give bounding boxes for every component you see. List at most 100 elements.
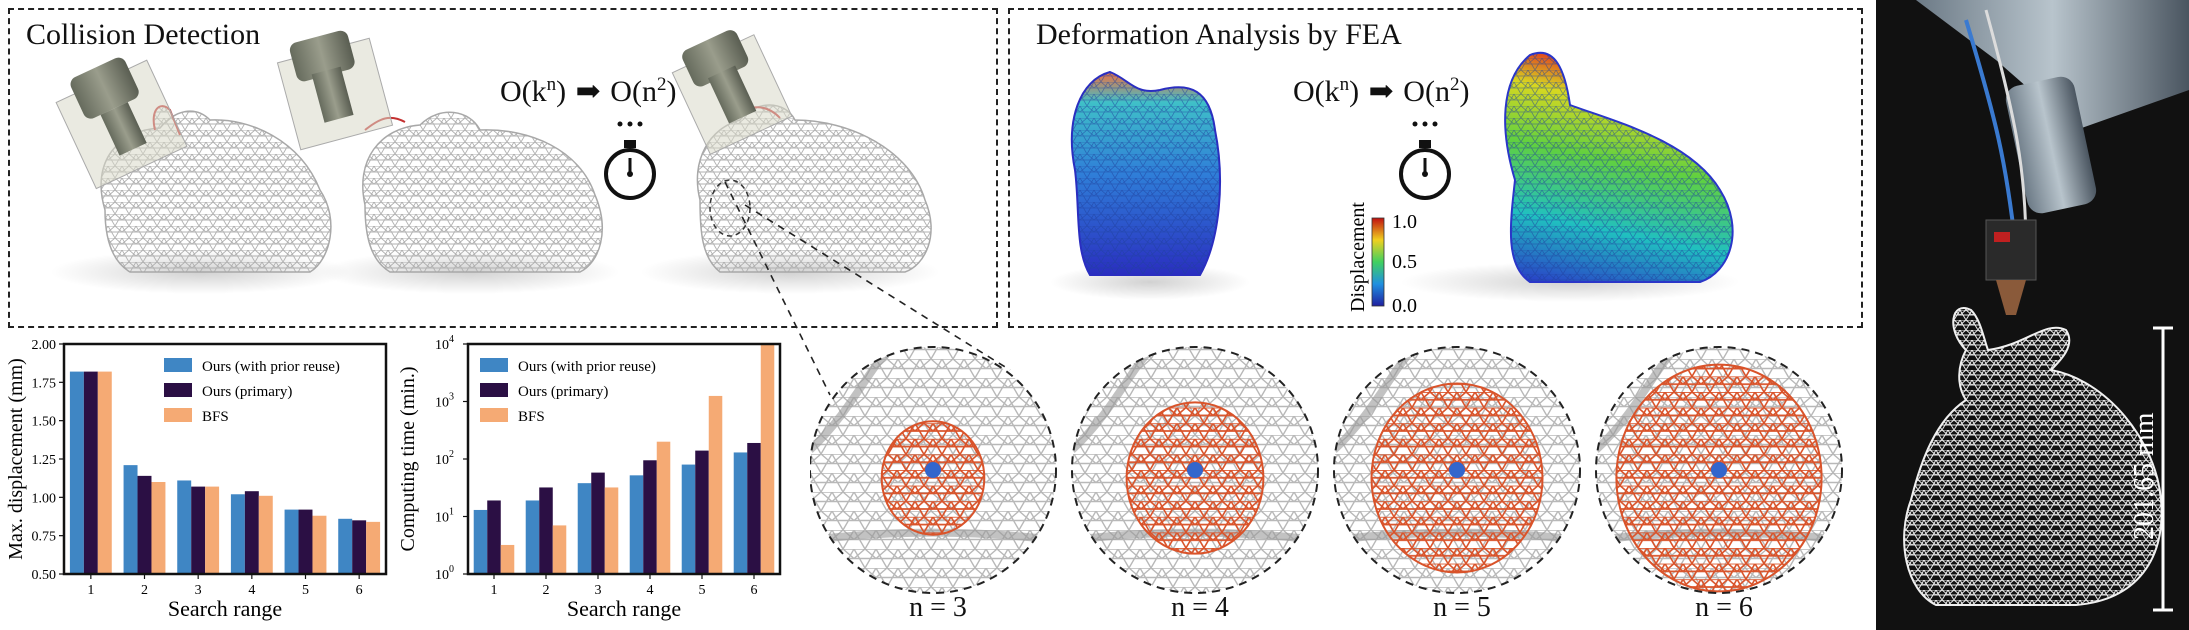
- bar-0-2-0: [97, 371, 112, 574]
- bar-1-2-4: [708, 395, 723, 574]
- legend-label-1-0: Ours (with prior reuse): [518, 359, 656, 375]
- ytick-label: 2.00: [32, 338, 57, 353]
- bar-1-1-4: [695, 450, 709, 574]
- bunny-mesh-2: [276, 30, 620, 294]
- collision-bunnies: [50, 30, 940, 294]
- zoom-circle-0: [810, 346, 1057, 594]
- zoom-border-0: [810, 346, 1057, 594]
- bar-0-1-3: [244, 491, 259, 574]
- bar-1-1-0: [487, 500, 501, 574]
- collision-detection-title: Collision Detection: [26, 18, 261, 51]
- xtick-label-0-2: 3: [195, 583, 202, 598]
- fea-panel: Deformation Analysis by FEA: [1008, 8, 1863, 328]
- ytick-label: 103: [435, 392, 454, 411]
- ytick-label: 104: [435, 334, 454, 353]
- xtick-label-0-3: 4: [248, 583, 255, 598]
- legend-swatch-1-0: [480, 358, 508, 372]
- xtick-label-1-0: 1: [491, 583, 498, 598]
- displacement-chart: 0.50 0.75 1.00 1.25 1.50 1.75 2.00 1 2 3 4 5 6 Search…: [5, 338, 388, 621]
- bar-1-0-1: [525, 500, 540, 574]
- bar-0-2-3: [258, 495, 273, 574]
- bar-1-1-3: [643, 460, 657, 574]
- legend-swatch-1-1: [480, 383, 508, 397]
- bar-0-0-4: [284, 509, 299, 574]
- fea-partial-bunny: [1050, 70, 1250, 300]
- arrow-right-icon: ➡: [575, 75, 601, 108]
- plot-frame: [62, 342, 388, 576]
- zoom-circle-3: [1595, 346, 1843, 594]
- legend-swatch-1-2: [480, 408, 508, 422]
- fea-complexity: O(kn) ➡ O(n2): [1293, 74, 1470, 108]
- ytick-label: 1.00: [32, 491, 57, 506]
- bar-1-2-0: [500, 544, 515, 574]
- xtick-label-1-3: 4: [647, 583, 654, 598]
- xlabel-1: Search range: [567, 596, 681, 621]
- colorbar-tick-mid: 0.5: [1392, 251, 1417, 273]
- xtick-label-1-2: 3: [595, 583, 602, 598]
- collision-detection-panel: Collision Detection: [8, 8, 998, 328]
- bar-0-1-5: [352, 520, 367, 574]
- bar-0-0-5: [338, 518, 353, 574]
- bar-0-2-4: [312, 515, 327, 574]
- legend-swatch-0-2: [164, 408, 192, 422]
- xtick-label-0-5: 6: [356, 583, 363, 598]
- bar-1-2-3: [656, 441, 671, 574]
- xtick-label-1-1: 2: [543, 583, 550, 598]
- bar-0-2-2: [205, 486, 220, 574]
- bar-1-0-0: [473, 509, 488, 574]
- stopwatch-icon: [604, 121, 656, 200]
- fea-bunnies: 1.0 0.5 0.0 Displacement: [1050, 52, 1740, 317]
- fea-title: Deformation Analysis by FEA: [1036, 18, 1402, 51]
- bar-1-1-5: [747, 442, 761, 574]
- bar-0-1-0: [83, 371, 98, 574]
- bar-0-2-1: [151, 482, 166, 574]
- bunny-mesh-1: [50, 57, 350, 294]
- xtick-label-1-4: 5: [699, 583, 706, 598]
- ylabel-0: Max. displacement (mm): [5, 358, 27, 560]
- bar-1-2-5: [760, 344, 775, 574]
- xtick-label-0-0: 1: [87, 583, 94, 598]
- bar-1-0-3: [629, 475, 644, 574]
- zoom-label-n5: n = 5: [1433, 592, 1491, 623]
- fea-full-bunny: [1400, 52, 1740, 302]
- zoom-border-3: [1595, 346, 1843, 594]
- xtick-label-0-4: 5: [302, 583, 309, 598]
- zoom-circle-2: [1333, 346, 1581, 594]
- ylabel-1: Computing time (min.): [400, 367, 419, 552]
- bar-0-1-4: [298, 509, 313, 574]
- colorbar-tick-min: 0.0: [1392, 295, 1417, 317]
- computing-time-chart: 100 101 102 103 104 1 2 3 4 5 6 Search range Computi…: [400, 334, 782, 621]
- xtick-label-0-1: 2: [141, 583, 148, 598]
- collision-complexity: O(kn) ➡ O(n2): [500, 74, 677, 108]
- legend-label-1-1: Ours (primary): [518, 384, 608, 400]
- colorbar-tick-max: 1.0: [1392, 211, 1417, 233]
- zoom-circles: [810, 346, 1843, 594]
- ytick-label: 1.50: [32, 415, 57, 430]
- printed-bunny-photo: 201.65 mm: [1876, 0, 2189, 630]
- legend-label-1-2: BFS: [518, 409, 545, 425]
- bar-1-2-2: [604, 487, 619, 574]
- bar-1-0-2: [577, 483, 592, 574]
- xlabel-0: Search range: [168, 596, 282, 621]
- legend-swatch-0-1: [164, 383, 192, 397]
- zoom-circle-1: [1071, 346, 1319, 594]
- ytick-label: 1.25: [32, 453, 57, 468]
- bar-0-0-0: [69, 371, 84, 574]
- seed-point-3: [1711, 462, 1727, 478]
- legend-label-0-1: Ours (primary): [202, 384, 292, 400]
- ytick-label: 102: [435, 449, 454, 468]
- seed-point-2: [1449, 462, 1465, 478]
- seed-point-1: [1187, 462, 1203, 478]
- bar-1-0-5: [733, 452, 748, 574]
- zoom-border-2: [1333, 346, 1581, 594]
- legend-swatch-0-0: [164, 358, 192, 372]
- legend-label-0-2: BFS: [202, 409, 229, 425]
- bar-0-2-5: [366, 521, 381, 574]
- zoom-label-n4: n = 4: [1171, 592, 1229, 623]
- zoom-label-n3: n = 3: [909, 592, 967, 623]
- bar-0-1-2: [191, 486, 206, 574]
- bar-1-1-2: [591, 472, 605, 574]
- plot-frame: [466, 342, 782, 576]
- colorbar-label: Displacement: [1347, 202, 1369, 312]
- ytick-label: 101: [435, 507, 454, 526]
